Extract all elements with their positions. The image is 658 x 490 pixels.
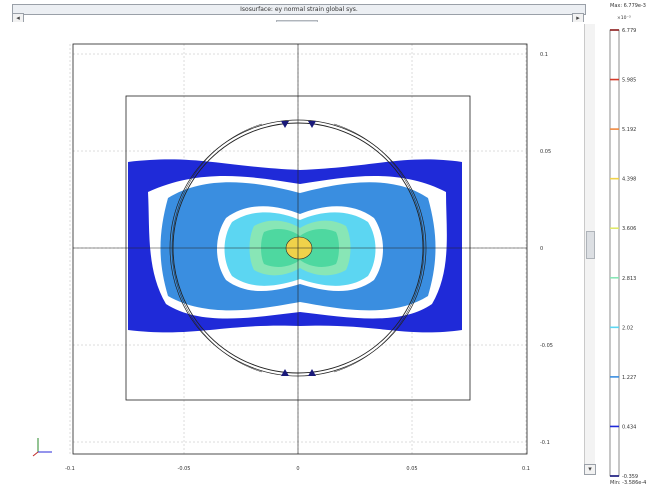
axis-orientation-triad (32, 438, 52, 457)
legend-level-label: 2.813 (622, 276, 636, 282)
legend-min-label: Min: -3.586e-4 (610, 480, 647, 486)
legend-level-label: 5.985 (622, 78, 636, 84)
marker-bottom-left (281, 369, 289, 376)
axis-box (72, 43, 528, 455)
boundary-markers (281, 121, 316, 376)
scroll-down-button[interactable]: ▾ (584, 464, 596, 475)
legend-bar (609, 29, 620, 477)
x-tick-label: 0.1 (522, 466, 530, 472)
legend-level-label: 6.779 (622, 28, 636, 34)
color-legend: Max: 6.779e-3 ×10⁻³ 6.779 5.985 5.192 4.398… (598, 0, 658, 490)
legend-level-label: 4.398 (622, 177, 636, 183)
y-tick-label: 0.05 (540, 149, 551, 155)
y-tick-label: -0.1 (540, 440, 550, 446)
marker-bottom-right (308, 369, 316, 376)
x-tick-labels: -0.1 -0.05 0 0.05 0.1 (65, 466, 530, 472)
legend-level-label: 3.606 (622, 226, 636, 232)
plot-window[interactable]: Isosurface: ey normal strain global sys.… (0, 0, 596, 478)
legend-level-label: 5.192 (622, 127, 636, 133)
x-tick-label: -0.1 (65, 466, 75, 472)
marker-top-left (281, 121, 289, 128)
legend-level-label: 0.434 (622, 424, 636, 430)
y-tick-labels: 0.1 0.05 0 -0.05 -0.1 (540, 52, 553, 446)
y-tick-label: 0 (540, 246, 543, 252)
x-tick-label: 0.05 (406, 466, 417, 472)
y-tick-label: -0.05 (540, 343, 553, 349)
legend-level-label: -0.359 (622, 474, 638, 480)
legend-level-label: 1.227 (622, 375, 636, 381)
legend-exponent-label: ×10⁻³ (617, 16, 631, 21)
legend-max-label: Max: 6.779e-3 (610, 3, 646, 9)
marker-top-right (308, 121, 316, 128)
legend-level-label: 2.02 (622, 325, 633, 331)
y-tick-label: 0.1 (540, 52, 548, 58)
plot-canvas[interactable]: -0.1 -0.05 0 0.05 0.1 0.1 0.05 0 -0.05 -0.1 (0, 0, 584, 478)
x-tick-label: -0.05 (178, 466, 191, 472)
vertical-scrollbar[interactable] (584, 24, 595, 466)
vertical-scroll-thumb[interactable] (586, 231, 595, 259)
plot-title: Isosurface: ey normal strain global sys. (12, 4, 586, 15)
legend-colorbar: 6.779 5.985 5.192 4.398 3.606 2.813 2.02 1.227 0… (609, 28, 638, 480)
x-tick-label: 0 (296, 466, 299, 472)
